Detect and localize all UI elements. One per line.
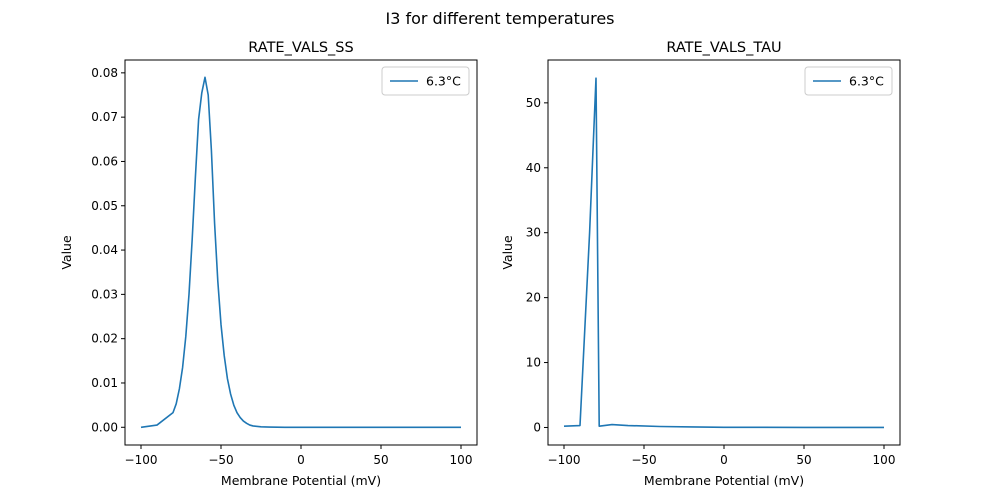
chart2-axes-frame	[547, 59, 901, 446]
chart1-ytick-label: 0.00	[91, 420, 118, 434]
chart1-legend-label: 6.3°C	[426, 74, 461, 89]
chart1-ytick-label: 0.04	[91, 243, 118, 257]
chart2-legend-label: 6.3°C	[849, 74, 884, 89]
chart1-ytick-label: 0.08	[91, 66, 118, 80]
chart1-axes-frame	[124, 59, 478, 446]
chart1-ylabel: Value	[59, 235, 74, 270]
chart1-xtick-label: 100	[450, 453, 473, 467]
chart2-series-6-3-c-line	[563, 77, 885, 429]
chart1-title: RATE_VALS_SS	[248, 40, 353, 56]
chart1-xtick-label: 50	[373, 453, 388, 467]
chart2-xtick-label: 100	[873, 453, 896, 467]
chart1-ytick-label: 0.03	[91, 287, 118, 301]
chart2-xtick-label: 0	[720, 453, 728, 467]
chart2-xtick-label: −100	[548, 453, 581, 467]
chart1-xtick-label: −50	[208, 453, 233, 467]
chart1-xtick-label: −100	[125, 453, 158, 467]
chart1-ytick-label: 0.02	[91, 332, 118, 346]
chart2-ytick-label: 0	[533, 420, 541, 434]
chart1-ytick-label: 0.05	[91, 199, 118, 213]
chart2-ytick-label: 10	[526, 356, 541, 370]
chart1-series-6-3-c-line	[140, 76, 461, 429]
chart2-xtick-label: 50	[796, 453, 811, 467]
chart2-legend-box	[804, 66, 893, 96]
chart2-xtick-label: −50	[631, 453, 656, 467]
chart1-ytick-label: 0.01	[91, 376, 118, 390]
chart1-legend: 6.3°C	[381, 66, 470, 96]
chart2-legend: 6.3°C	[804, 66, 893, 96]
chart2-ytick-label: 30	[526, 226, 541, 240]
chart-rate-vals-ss: RATE_VALS_SS −100 −50 0 50 100 0.00 0.01 0.02 0.0…	[59, 40, 478, 488]
chart1-ytick-label: 0.06	[91, 154, 118, 168]
chart2-ytick-label: 20	[526, 291, 541, 305]
chart1-xlabel: Membrane Potential (mV)	[221, 473, 381, 488]
chart1-xtick-label: 0	[297, 453, 305, 467]
chart-rate-vals-tau: RATE_VALS_TAU −100 −50 0 50 100 0 10 20 30 40 50 Mem…	[500, 40, 901, 488]
chart2-title: RATE_VALS_TAU	[666, 40, 781, 56]
figure-suptitle: I3 for different temperatures	[385, 9, 614, 28]
chart2-xlabel: Membrane Potential (mV)	[644, 473, 804, 488]
chart2-ylabel: Value	[500, 235, 515, 270]
chart2-ytick-label: 50	[526, 96, 541, 110]
chart1-legend-box	[381, 66, 470, 96]
chart1-ytick-label: 0.07	[91, 110, 118, 124]
chart2-ytick-label: 40	[526, 161, 541, 175]
